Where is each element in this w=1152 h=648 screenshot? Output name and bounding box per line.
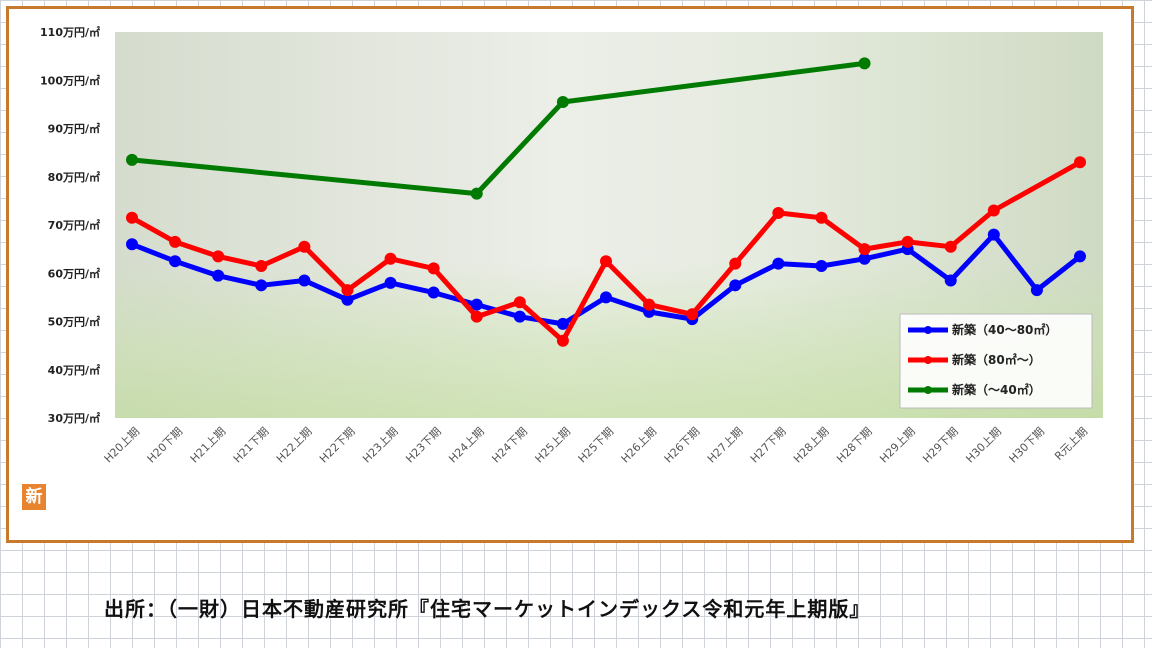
series-point	[298, 274, 311, 287]
legend-label: 新築（40～80㎡）	[952, 322, 1057, 337]
x-tick-label: H20下期	[145, 425, 186, 466]
series-point	[169, 235, 182, 248]
series-point	[384, 252, 397, 265]
x-tick-label: H28下期	[834, 425, 875, 466]
legend-label: 新築（～40㎡）	[952, 382, 1041, 397]
legend-swatch-marker	[924, 386, 932, 394]
x-tick-label: R元上期	[1052, 425, 1090, 463]
series-point	[815, 260, 828, 273]
series-point	[212, 250, 225, 263]
series-point	[772, 257, 785, 270]
series-point	[858, 252, 871, 265]
x-tick-label: H22上期	[274, 425, 315, 466]
x-tick-label: H29下期	[920, 425, 961, 466]
x-tick-label: H26上期	[619, 425, 660, 466]
series-point	[470, 298, 483, 311]
series-point	[944, 274, 957, 287]
series-point	[1074, 250, 1086, 263]
x-tick-label: H21下期	[231, 425, 272, 466]
x-tick-label: H22下期	[317, 425, 358, 466]
series-point	[341, 284, 354, 297]
x-tick-label: H23上期	[360, 425, 401, 466]
x-tick-label: H28上期	[791, 425, 832, 466]
x-tick-label: H30上期	[963, 425, 1004, 466]
series-point	[169, 255, 182, 268]
y-tick-label: 90万円/㎡	[48, 122, 100, 136]
legend-swatch-marker	[924, 356, 932, 364]
series-point	[556, 317, 569, 330]
series-line	[129, 232, 1083, 327]
series-point	[600, 291, 612, 304]
series-point	[556, 95, 569, 108]
x-tick-label: H25下期	[576, 425, 617, 466]
series-point	[1074, 156, 1086, 169]
series-point	[341, 293, 354, 306]
x-tick-label: H21上期	[188, 425, 229, 466]
series-point	[987, 204, 1000, 217]
series-point	[600, 255, 612, 268]
x-tick-label: H30下期	[1007, 425, 1048, 466]
series-point	[298, 240, 311, 253]
series-point	[126, 153, 138, 166]
y-tick-label: 40万円/㎡	[48, 363, 100, 377]
x-tick-label: H26下期	[662, 425, 703, 466]
series-point	[513, 310, 526, 323]
series-point	[255, 279, 268, 292]
x-tick-label: H29上期	[877, 425, 918, 466]
series-point	[858, 57, 871, 70]
series-line	[129, 60, 867, 197]
y-tick-label: 70万円/㎡	[48, 218, 100, 232]
series-point	[815, 211, 828, 224]
series-point	[556, 334, 569, 347]
series-point	[686, 308, 699, 321]
series-point	[470, 310, 483, 323]
legend-label: 新築（80㎡～）	[952, 352, 1041, 367]
series-point	[987, 228, 1000, 241]
series-point	[384, 276, 397, 289]
y-tick-label: 60万円/㎡	[48, 266, 100, 280]
y-tick-label: 30万円/㎡	[48, 411, 100, 425]
x-tick-label: H23下期	[403, 425, 444, 466]
series-point	[772, 206, 785, 219]
series-point	[858, 243, 871, 256]
legend-swatch-marker	[924, 326, 932, 334]
series-point	[427, 262, 440, 275]
series-point	[126, 211, 138, 224]
series-point	[901, 235, 914, 248]
source-caption: 出所：（一財）日本不動産研究所『住宅マーケットインデックス令和元年上期版』	[104, 597, 871, 621]
series-point	[470, 187, 483, 200]
series-line	[129, 159, 1083, 344]
series-point	[255, 260, 268, 273]
new-badge-icon: 新	[22, 484, 46, 510]
series-point	[944, 240, 957, 253]
series-point	[729, 257, 742, 270]
y-tick-label: 110万円/㎡	[40, 25, 100, 39]
series-point	[729, 279, 742, 292]
series-point	[1030, 284, 1043, 297]
x-tick-label: H24上期	[446, 425, 487, 466]
series-point	[427, 286, 440, 299]
series-point	[513, 296, 526, 309]
x-tick-label: H24下期	[489, 425, 530, 466]
y-tick-label: 100万円/㎡	[40, 73, 100, 87]
x-tick-label: H20上期	[102, 425, 143, 466]
x-tick-label: H27上期	[705, 425, 746, 466]
x-tick-label: H25上期	[533, 425, 574, 466]
series-point	[643, 298, 656, 311]
series-point	[126, 238, 138, 251]
x-tick-label: H27下期	[748, 425, 789, 466]
series-point	[212, 269, 225, 282]
y-tick-label: 80万円/㎡	[48, 170, 100, 184]
y-tick-label: 50万円/㎡	[48, 315, 100, 329]
